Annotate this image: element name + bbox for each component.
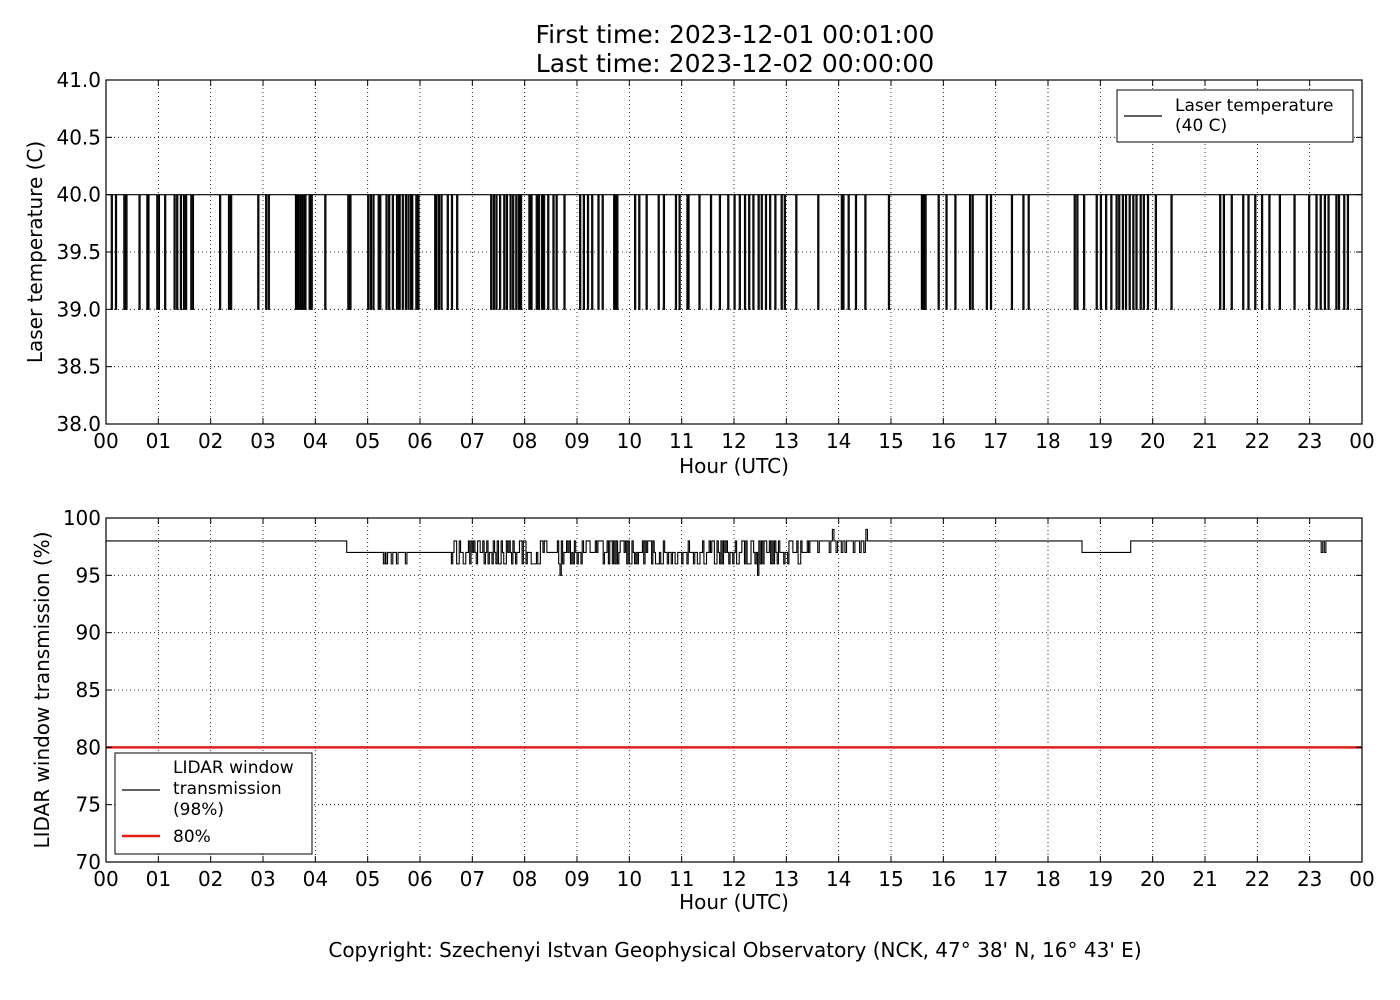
- laser-temperature-legend: Laser temperature (40 C): [1116, 89, 1354, 143]
- lidar-transmission-y-tick-label: 70: [76, 850, 101, 874]
- laser-temperature-x-tick-label: 09: [564, 429, 589, 453]
- lidar-transmission-x-tick-label: 16: [931, 867, 956, 891]
- lidar-transmission-x-tick-label: 10: [617, 867, 642, 891]
- lidar-transmission-x-tick-label: 23: [1297, 867, 1322, 891]
- lidar-transmission-x-tick-label: 07: [460, 867, 485, 891]
- laser-temperature-x-tick-label: 08: [512, 429, 537, 453]
- lidar-transmission-x-tick-label: 06: [407, 867, 432, 891]
- laser-temperature-x-label: Hour (UTC): [679, 454, 789, 478]
- lidar-transmission-x-tick-label: 12: [721, 867, 746, 891]
- lidar-transmission-x-tick-label: 00: [93, 867, 118, 891]
- lidar-transmission-x-tick-label: 00: [1349, 867, 1374, 891]
- title-last-time: Last time: 2023-12-02 00:00:00: [536, 49, 934, 78]
- laser-temperature-y-tick-label: 39.5: [56, 240, 101, 264]
- lidar-transmission-x-tick-label: 13: [774, 867, 799, 891]
- lidar-transmission-legend: LIDAR window transmission (98%) 80%: [114, 752, 313, 855]
- laser-temperature-y-ticks: 38.0 38.5 39.0 39.5 40.0 40.5 41.0: [56, 68, 1362, 436]
- lidar-transmission-legend-line-1: LIDAR window: [173, 758, 294, 778]
- laser-temperature-x-tick-label: 04: [303, 429, 328, 453]
- lidar-transmission-x-tick-label: 02: [198, 867, 223, 891]
- laser-temperature-line: [106, 194, 1362, 310]
- laser-temperature-y-tick-label: 40.5: [56, 125, 101, 149]
- lidar-transmission-legend-line-3: (98%): [173, 800, 224, 820]
- laser-temperature-x-tick-label: 13: [774, 429, 799, 453]
- lidar-transmission-x-tick-label: 01: [146, 867, 171, 891]
- lidar-transmission-y-ticks: 70 75 80 85 90 95 100: [63, 506, 1362, 874]
- laser-temperature-x-tick-label: 05: [355, 429, 380, 453]
- lidar-transmission-series: [106, 528, 1362, 576]
- lidar-transmission-x-tick-label: 04: [303, 867, 328, 891]
- lidar-transmission-x-tick-label: 17: [983, 867, 1008, 891]
- lidar-transmission-x-tick-label: 20: [1140, 867, 1165, 891]
- laser-temperature-y-tick-label: 38.5: [56, 355, 101, 379]
- lidar-transmission-x-tick-label: 14: [826, 867, 851, 891]
- laser-temperature-x-tick-label: 22: [1245, 429, 1270, 453]
- lidar-transmission-chart: 70 75 80 85 90 95 100 00 01 02 03 04 05 06 07 08 09 10 11…: [30, 506, 1375, 914]
- threshold-legend-label: 80%: [173, 827, 211, 847]
- laser-temperature-x-tick-label: 20: [1140, 429, 1165, 453]
- copyright-text: Copyright: Szechenyi Istvan Geophysical …: [328, 938, 1141, 962]
- laser-temperature-x-tick-label: 07: [460, 429, 485, 453]
- laser-temperature-y-tick-label: 39.0: [56, 297, 101, 321]
- laser-temperature-x-tick-label: 00: [1349, 429, 1374, 453]
- laser-temperature-x-tick-label: 18: [1035, 429, 1060, 453]
- lidar-transmission-y-label: LIDAR window transmission (%): [30, 532, 54, 849]
- lidar-transmission-x-tick-label: 03: [250, 867, 275, 891]
- laser-temperature-x-tick-label: 23: [1297, 429, 1322, 453]
- laser-temperature-x-tick-label: 01: [146, 429, 171, 453]
- laser-temperature-x-tick-label: 15: [878, 429, 903, 453]
- lidar-transmission-y-tick-label: 80: [76, 735, 101, 759]
- laser-temperature-legend-line-2: (40 C): [1175, 116, 1227, 136]
- laser-temperature-legend-line-1: Laser temperature: [1175, 96, 1333, 116]
- lidar-transmission-x-tick-label: 11: [669, 867, 694, 891]
- lidar-transmission-x-tick-label: 21: [1192, 867, 1217, 891]
- laser-temperature-y-tick-label: 40.0: [56, 183, 101, 207]
- laser-temperature-x-tick-label: 17: [983, 429, 1008, 453]
- laser-temperature-y-label: Laser temperature (C): [23, 141, 47, 363]
- laser-temperature-x-tick-label: 02: [198, 429, 223, 453]
- laser-temperature-x-tick-label: 16: [931, 429, 956, 453]
- title-first-time: First time: 2023-12-01 00:01:00: [536, 20, 935, 49]
- laser-temperature-x-tick-label: 19: [1088, 429, 1113, 453]
- lidar-transmission-y-tick-label: 95: [76, 563, 101, 587]
- lidar-transmission-x-label: Hour (UTC): [679, 890, 789, 914]
- lidar-transmission-line: [106, 528, 1362, 576]
- lidar-transmission-x-tick-label: 22: [1245, 867, 1270, 891]
- lidar-transmission-x-tick-label: 09: [564, 867, 589, 891]
- laser-temperature-x-tick-label: 06: [407, 429, 432, 453]
- lidar-transmission-y-tick-label: 75: [76, 793, 101, 817]
- lidar-transmission-x-ticks: 00 01 02 03 04 05 06 07 08 09 10 11 12 13 14 15 16 17 18 19…: [93, 518, 1375, 891]
- laser-temperature-x-tick-label: 11: [669, 429, 694, 453]
- lidar-transmission-y-tick-label: 100: [63, 506, 101, 530]
- laser-temperature-x-tick-label: 10: [617, 429, 642, 453]
- laser-temperature-x-tick-label: 12: [721, 429, 746, 453]
- lidar-transmission-x-tick-label: 18: [1035, 867, 1060, 891]
- laser-temperature-x-tick-label: 21: [1192, 429, 1217, 453]
- lidar-transmission-x-tick-label: 15: [878, 867, 903, 891]
- laser-temperature-y-tick-label: 38.0: [56, 412, 101, 436]
- laser-temperature-x-tick-label: 03: [250, 429, 275, 453]
- lidar-transmission-x-tick-label: 19: [1088, 867, 1113, 891]
- laser-temperature-chart: 38.038.539.039.540.040.541.0 00 01 02 03 04 0…: [23, 68, 1375, 478]
- lidar-transmission-y-tick-label: 90: [76, 621, 101, 645]
- laser-temperature-x-tick-label: 14: [826, 429, 851, 453]
- laser-temperature-x-tick-label: 00: [93, 429, 118, 453]
- lidar-transmission-y-tick-label: 85: [76, 678, 101, 702]
- lidar-transmission-x-tick-label: 08: [512, 867, 537, 891]
- laser-temperature-x-ticks: 00 01 02 03 04 05 06 07 08 09 10 11 12 13 14 15 16 17 18 19…: [93, 80, 1375, 453]
- lidar-transmission-x-tick-label: 05: [355, 867, 380, 891]
- laser-temperature-series: [106, 194, 1362, 310]
- laser-temperature-y-tick-label: 41.0: [56, 68, 101, 92]
- lidar-transmission-legend-line-2: transmission: [173, 779, 282, 799]
